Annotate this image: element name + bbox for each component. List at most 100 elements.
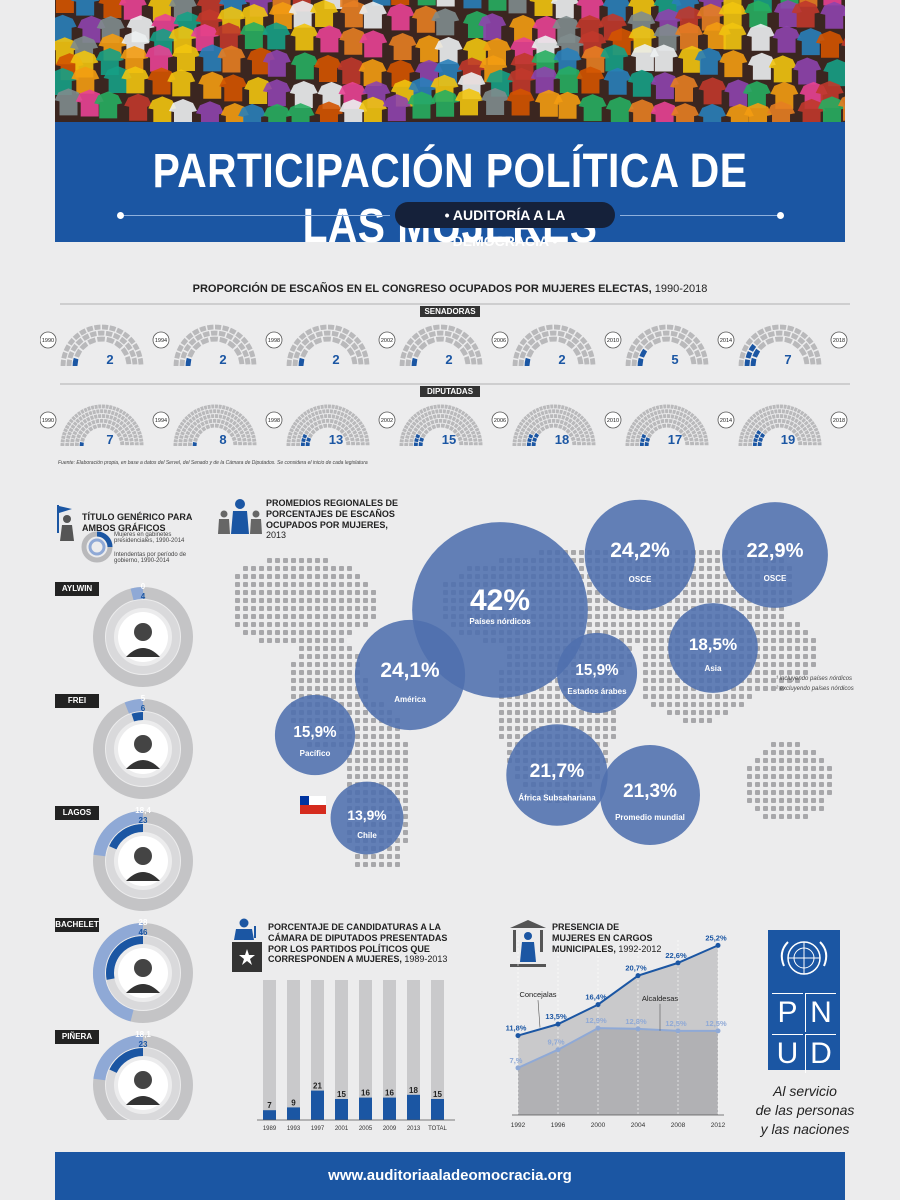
banner-shirt [488,0,507,11]
congress-seat [785,419,791,425]
map-dot [395,782,400,787]
congress-seat [572,415,578,421]
map-dot [347,694,352,699]
congress-seat [796,408,802,414]
congress-seat [581,437,586,442]
congress-seat [456,413,461,419]
congress-seat [127,336,136,345]
congress-seat [187,348,196,358]
map-dot [251,614,256,619]
congress-seat [800,331,809,340]
congress-seat [739,351,746,359]
congress-seat [449,410,454,416]
congress-seat [426,421,431,427]
footer-url-link[interactable]: www.auditoriaaladeomocracia.org [55,1152,845,1200]
banner-shirt [286,103,315,122]
map-dot [803,662,808,667]
map-dot [547,710,552,715]
map-dot [787,670,792,675]
congress-seat [124,426,130,432]
banner-shirt [553,47,582,75]
congress-seat [350,426,356,432]
congress-seat [94,404,98,409]
map-dot [299,558,304,563]
map-dot [339,582,344,587]
congress-seat [304,430,310,435]
banner-shirt [742,81,771,109]
banner-shirt [55,14,77,42]
map-dot [307,622,312,627]
map-dot [363,582,368,587]
president-outer-label: 23 [139,816,148,825]
congress-seat [572,441,577,446]
president-outer-label: 23 [139,1040,148,1049]
congress-seat [463,437,468,442]
map-dot [371,614,376,619]
map-dot [371,742,376,747]
congress-seat [807,441,812,446]
banner-shirt [168,98,197,122]
congress-seat [109,415,114,420]
congress-seat [569,426,575,432]
map-dot [307,574,312,579]
map-dot [771,758,776,763]
congress-seat [802,437,807,442]
congress-seat [344,436,350,442]
municipal-year-label: 2012 [711,1122,726,1129]
congress-seat [138,434,143,439]
congress-seat [236,418,242,423]
congress-seat [113,428,119,434]
banner-shirt [145,44,174,72]
congress-seat [542,405,547,410]
map-dot [339,614,344,619]
map-dot [787,798,792,803]
map-dot [699,718,704,723]
congress-seat [436,423,441,428]
congress-seat [66,359,72,366]
map-dot [747,798,752,803]
map-dot [771,614,776,619]
congress-seat [348,433,354,438]
banner-shirt [724,79,753,107]
map-dot [707,558,712,563]
congress-seat [411,332,420,341]
municipal-concejalas-value-label: 22,6% [665,951,687,960]
congress-seat [524,430,530,436]
congress-seat [237,441,243,446]
map-dot [755,614,760,619]
presidents-legend-inner: Intendentas por período de gobierno, 199… [114,552,187,564]
map-dot [707,582,712,587]
congress-year-label: 1998 [268,418,280,424]
congress-seat [296,424,302,430]
congress-seat [184,434,189,439]
map-dot [683,694,688,699]
map-dot [355,694,360,699]
congress-seat [587,350,595,358]
map-dot [243,574,248,579]
map-dot [691,590,696,595]
map-dot [755,686,760,691]
map-dot [795,670,800,675]
congress-value-label: 19 [781,432,795,447]
congress-seat [591,438,596,442]
map-dot [403,750,408,755]
map-dot [595,598,600,603]
congress-seat [332,337,341,344]
map-dot [739,598,744,603]
congress-seat [102,423,106,428]
congress-seat [765,406,770,411]
congress-seat-women [524,357,531,366]
congress-seat [210,414,215,419]
map-dot [763,774,768,779]
map-dot [299,638,304,643]
congress-seat [224,421,230,427]
banner-shirt [407,91,436,119]
region-name-label: África Subsahariana [518,793,596,802]
congress-seat-women [754,433,760,439]
map-dot [363,758,368,763]
congress-seat [693,423,699,429]
map-dot [307,678,312,683]
map-dot [339,678,344,683]
map-dot [547,694,552,699]
map-dot [779,758,784,763]
